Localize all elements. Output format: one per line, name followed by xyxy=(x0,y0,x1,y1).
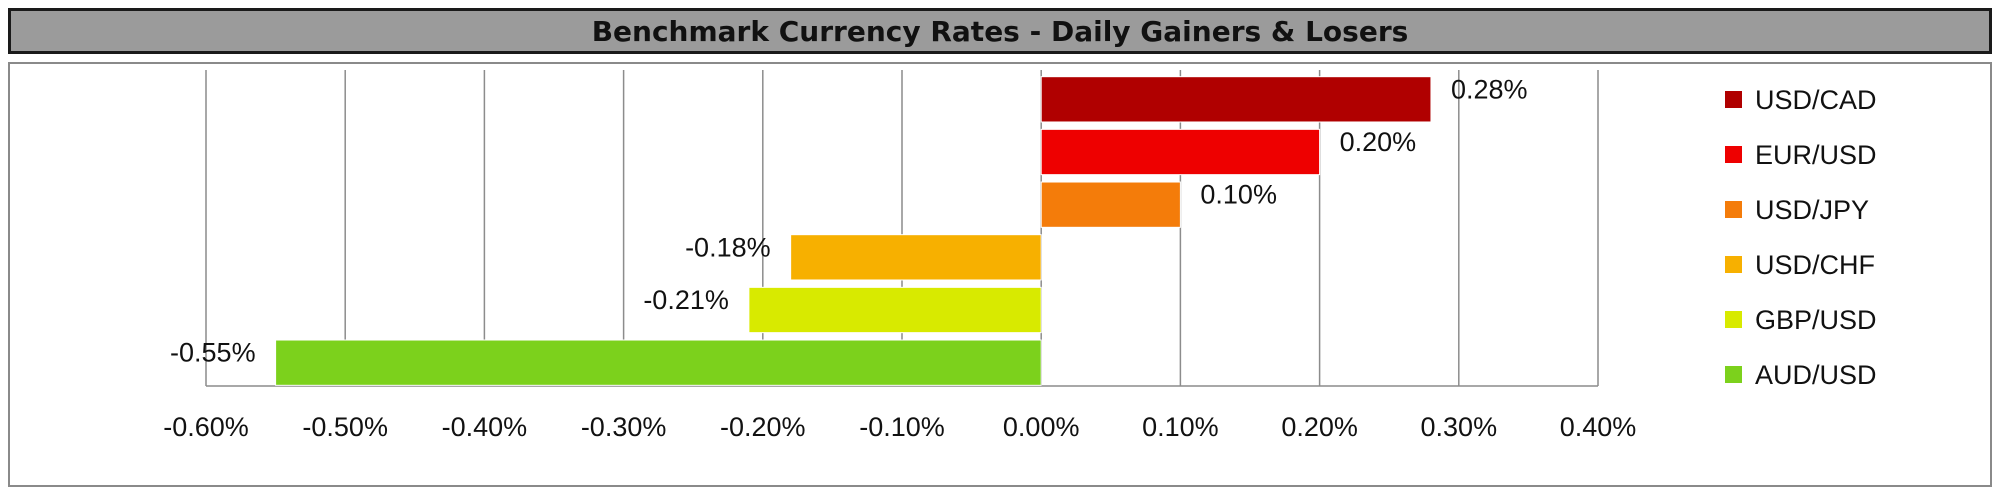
legend-swatch xyxy=(1725,201,1742,218)
data-label: 0.28% xyxy=(1451,74,1528,104)
x-tick-label: -0.10% xyxy=(859,412,945,442)
grid-lines xyxy=(205,70,1599,387)
x-tick-label: -0.30% xyxy=(581,412,667,442)
x-axis-tick-labels: -0.60% -0.50% -0.40% -0.30% -0.20% -0.10% 0.00… xyxy=(163,412,1636,442)
bar xyxy=(1040,181,1181,228)
bar xyxy=(1040,76,1432,123)
x-tick-label: 0.10% xyxy=(1142,412,1219,442)
legend-swatch xyxy=(1725,256,1742,273)
legend-entry: EUR/USD xyxy=(1755,140,1877,170)
legend-swatch xyxy=(1725,366,1742,383)
data-label: -0.18% xyxy=(685,232,771,262)
legend-swatch xyxy=(1725,91,1742,108)
x-tick-label: 0.40% xyxy=(1560,412,1637,442)
x-tick-label: -0.40% xyxy=(442,412,528,442)
chart-frame: 0.28% 0.20% 0.10% -0.18% -0.21% -0.55% -0.60%… xyxy=(8,62,1992,487)
bar xyxy=(1040,128,1321,176)
legend-swatch xyxy=(1725,146,1742,163)
chart-title: Benchmark Currency Rates - Daily Gainers… xyxy=(591,14,1409,48)
data-label: -0.55% xyxy=(170,338,256,368)
legend: USD/CAD EUR/USD USD/JPY USD/CHF GBP/USD AUD/U… xyxy=(1725,85,1877,390)
data-label: 0.10% xyxy=(1200,180,1277,210)
bar-chart: 0.28% 0.20% 0.10% -0.18% -0.21% -0.55% -0.60%… xyxy=(163,70,1877,442)
bar xyxy=(748,286,1042,334)
legend-entry: USD/JPY xyxy=(1755,195,1869,225)
data-labels: 0.28% 0.20% 0.10% -0.18% -0.21% -0.55% xyxy=(170,74,1527,367)
x-tick-label: 0.00% xyxy=(1003,412,1080,442)
bars xyxy=(275,76,1432,386)
x-tick-label: 0.20% xyxy=(1281,412,1358,442)
legend-entry: AUD/USD xyxy=(1755,360,1877,390)
chart-title-bar: Benchmark Currency Rates - Daily Gainers… xyxy=(8,8,1992,54)
legend-swatch xyxy=(1725,311,1742,328)
bar xyxy=(275,339,1042,386)
legend-entry: USD/CAD xyxy=(1755,85,1877,115)
x-tick-label: -0.50% xyxy=(302,412,388,442)
x-tick-label: -0.60% xyxy=(163,412,249,442)
legend-entry: USD/CHF xyxy=(1755,250,1875,280)
bar xyxy=(790,234,1042,281)
x-tick-label: 0.30% xyxy=(1421,412,1498,442)
x-tick-label: -0.20% xyxy=(720,412,806,442)
legend-entry: GBP/USD xyxy=(1755,305,1877,335)
data-label: -0.21% xyxy=(643,285,729,315)
data-label: 0.20% xyxy=(1340,127,1417,157)
